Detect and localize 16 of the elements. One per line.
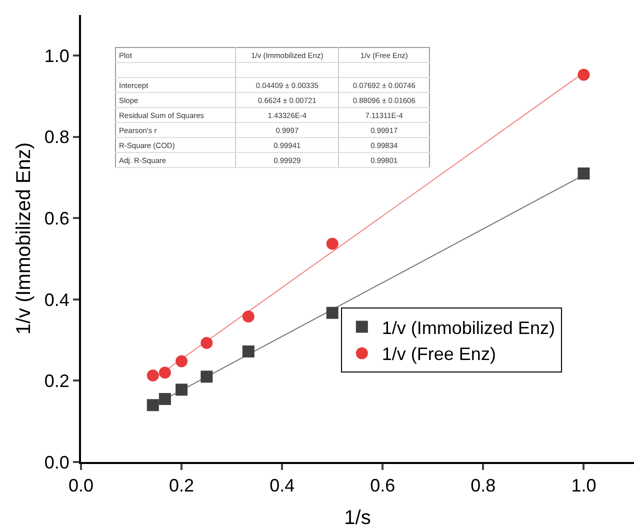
x-tick-label: 0.6 bbox=[370, 476, 396, 496]
x-tick-label: 1.0 bbox=[571, 476, 596, 496]
x-tick-label: 0.0 bbox=[68, 476, 94, 496]
y-tick-label: 0.0 bbox=[44, 452, 70, 472]
x-tick-label: 0.4 bbox=[270, 476, 295, 496]
legend-label: 1/v (Immobilized Enz) bbox=[382, 318, 555, 338]
y-tick-label: 0.2 bbox=[44, 371, 70, 392]
y-tick-label: 0.6 bbox=[44, 208, 70, 228]
y-tick-label: 0.8 bbox=[44, 127, 70, 148]
y-axis-title: 1/v (Immobilized Enz) bbox=[13, 142, 35, 335]
y-tick-label: 1.0 bbox=[44, 46, 70, 66]
y-tick-label: 0.4 bbox=[44, 290, 70, 310]
x-tick-label: 0.8 bbox=[470, 476, 496, 496]
x-tick-label: 0.2 bbox=[169, 476, 194, 496]
legend-label: 1/v (Free Enz) bbox=[382, 344, 496, 364]
x-axis-title: 1/s bbox=[344, 507, 371, 529]
